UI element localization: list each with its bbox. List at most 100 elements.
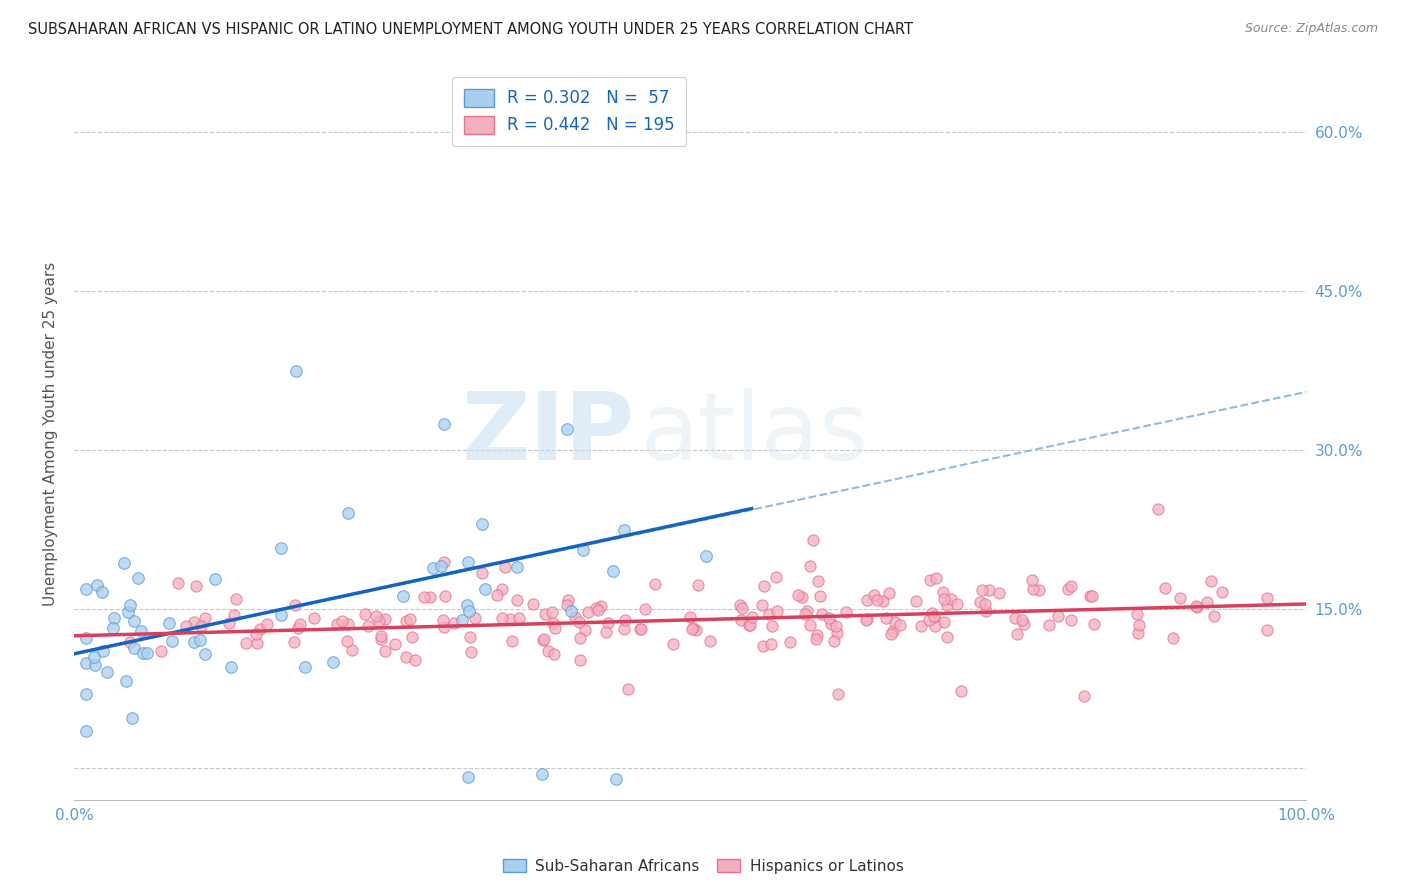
Point bbox=[613, 613, 636, 627]
Point bbox=[1147, 501, 1170, 516]
Point bbox=[93, 644, 115, 658]
Point bbox=[808, 589, 831, 603]
Point bbox=[522, 597, 544, 611]
Point bbox=[681, 623, 703, 637]
Point bbox=[75, 632, 97, 646]
Point bbox=[224, 607, 246, 622]
Point bbox=[1256, 591, 1278, 606]
Point bbox=[1128, 617, 1150, 632]
Point bbox=[131, 646, 153, 660]
Point bbox=[1057, 582, 1080, 597]
Point bbox=[166, 576, 188, 591]
Point bbox=[540, 605, 562, 619]
Point bbox=[86, 577, 108, 591]
Point bbox=[506, 593, 529, 607]
Point bbox=[485, 588, 508, 602]
Point bbox=[936, 631, 959, 645]
Point bbox=[544, 621, 567, 635]
Point bbox=[75, 582, 97, 596]
Point bbox=[866, 593, 889, 607]
Point bbox=[1078, 589, 1101, 603]
Point bbox=[174, 619, 197, 633]
Point bbox=[533, 632, 555, 646]
Point bbox=[568, 631, 591, 645]
Point bbox=[422, 560, 444, 574]
Point bbox=[225, 591, 247, 606]
Point bbox=[918, 573, 941, 587]
Point bbox=[194, 647, 217, 661]
Point bbox=[103, 610, 125, 624]
Point bbox=[541, 615, 564, 630]
Point bbox=[872, 594, 894, 608]
Point bbox=[922, 609, 945, 624]
Point bbox=[433, 555, 456, 569]
Point bbox=[801, 533, 824, 548]
Point bbox=[531, 766, 554, 780]
Point bbox=[96, 665, 118, 679]
Point bbox=[458, 630, 481, 644]
Point bbox=[474, 582, 496, 596]
Point bbox=[1199, 574, 1222, 589]
Point bbox=[875, 611, 897, 625]
Point bbox=[284, 598, 307, 612]
Point bbox=[188, 633, 211, 648]
Point bbox=[270, 541, 292, 555]
Point bbox=[218, 615, 240, 630]
Point bbox=[827, 626, 849, 640]
Point bbox=[602, 565, 624, 579]
Point bbox=[950, 684, 973, 698]
Point bbox=[824, 619, 846, 633]
Point bbox=[557, 592, 579, 607]
Point bbox=[460, 645, 482, 659]
Point bbox=[1005, 627, 1028, 641]
Text: Source: ZipAtlas.com: Source: ZipAtlas.com bbox=[1244, 22, 1378, 36]
Point bbox=[799, 559, 821, 574]
Point bbox=[793, 607, 815, 622]
Point bbox=[543, 647, 565, 661]
Point bbox=[1012, 616, 1035, 631]
Point bbox=[804, 632, 827, 647]
Point bbox=[491, 611, 513, 625]
Point bbox=[787, 588, 810, 602]
Point bbox=[1047, 609, 1070, 624]
Point bbox=[457, 770, 479, 784]
Point bbox=[159, 615, 181, 630]
Point bbox=[560, 604, 582, 618]
Point bbox=[936, 598, 959, 612]
Point bbox=[1184, 599, 1206, 614]
Point bbox=[589, 599, 612, 614]
Point bbox=[122, 614, 145, 628]
Point bbox=[534, 607, 557, 621]
Point bbox=[884, 615, 907, 629]
Point bbox=[235, 636, 257, 650]
Point bbox=[613, 622, 636, 636]
Point bbox=[790, 590, 813, 604]
Point bbox=[1038, 618, 1060, 632]
Point bbox=[731, 600, 754, 615]
Point bbox=[1022, 582, 1045, 597]
Point bbox=[283, 635, 305, 649]
Point bbox=[284, 364, 307, 378]
Point bbox=[979, 583, 1001, 598]
Point bbox=[1153, 582, 1175, 596]
Text: atlas: atlas bbox=[641, 388, 869, 480]
Point bbox=[806, 628, 828, 642]
Point bbox=[779, 635, 801, 649]
Point bbox=[404, 652, 426, 666]
Point bbox=[595, 624, 617, 639]
Point bbox=[796, 604, 818, 618]
Point bbox=[806, 574, 828, 588]
Point bbox=[752, 579, 775, 593]
Point bbox=[862, 588, 884, 602]
Point bbox=[910, 618, 932, 632]
Point bbox=[834, 606, 856, 620]
Point bbox=[433, 417, 456, 431]
Point bbox=[183, 615, 205, 629]
Point bbox=[555, 598, 578, 612]
Point bbox=[457, 555, 479, 569]
Point bbox=[118, 598, 141, 612]
Point bbox=[75, 687, 97, 701]
Point bbox=[564, 610, 586, 624]
Point bbox=[366, 609, 388, 624]
Point bbox=[1126, 607, 1149, 621]
